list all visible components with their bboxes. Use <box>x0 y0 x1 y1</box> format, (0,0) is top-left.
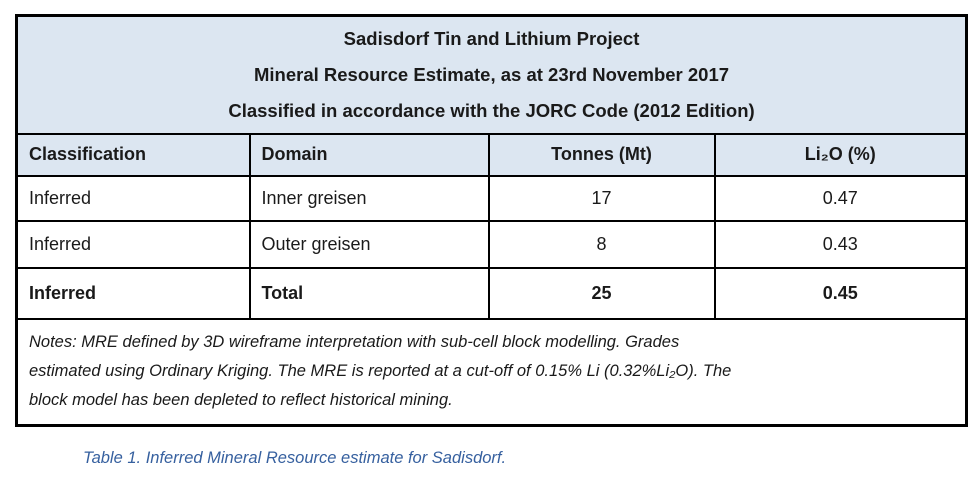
cell-li2o: 0.45 <box>713 266 968 320</box>
table-row-inner-greisen: Inferred Inner greisen 17 0.47 <box>15 174 968 222</box>
notes-line-3: block model has been depleted to reflect… <box>29 390 453 409</box>
title-line-jorc: Classified in accordance with the JORC C… <box>228 99 755 121</box>
column-header-row: Classification Domain Tonnes (Mt) Li₂O (… <box>15 132 968 177</box>
mineral-resource-table: Sadisdorf Tin and Lithium Project Minera… <box>15 14 969 427</box>
cell-tonnes: 8 <box>487 219 716 269</box>
col-header-li2o: Li₂O (%) <box>713 132 968 177</box>
cell-domain: Total <box>248 266 490 320</box>
col-header-classification: Classification <box>15 132 251 177</box>
table-notes: Notes: MRE defined by 3D wireframe inter… <box>15 317 968 426</box>
cell-classification: Inferred <box>15 266 251 320</box>
notes-line-1: Notes: MRE defined by 3D wireframe inter… <box>29 332 680 351</box>
cell-domain: Outer greisen <box>248 219 490 269</box>
table-row-total: Inferred Total 25 0.45 <box>15 266 968 320</box>
table-title: Sadisdorf Tin and Lithium Project Minera… <box>15 14 968 135</box>
notes-line-2: estimated using Ordinary Kriging. The MR… <box>29 361 732 380</box>
table-title-row: Sadisdorf Tin and Lithium Project Minera… <box>15 14 968 135</box>
title-line-date: Mineral Resource Estimate, as at 23rd No… <box>253 63 730 85</box>
table-caption: Table 1. Inferred Mineral Resource estim… <box>83 449 507 467</box>
cell-domain: Inner greisen <box>248 174 490 222</box>
col-header-domain: Domain <box>248 132 490 177</box>
notes-row: Notes: MRE defined by 3D wireframe inter… <box>15 317 968 426</box>
title-line-project: Sadisdorf Tin and Lithium Project <box>343 27 640 49</box>
cell-li2o: 0.47 <box>713 174 968 222</box>
cell-classification: Inferred <box>15 174 251 222</box>
cell-classification: Inferred <box>15 219 251 269</box>
cell-tonnes: 25 <box>487 266 716 320</box>
cell-li2o: 0.43 <box>713 219 968 269</box>
cell-tonnes: 17 <box>487 174 716 222</box>
col-header-tonnes: Tonnes (Mt) <box>487 132 716 177</box>
table-row-outer-greisen: Inferred Outer greisen 8 0.43 <box>15 219 968 269</box>
